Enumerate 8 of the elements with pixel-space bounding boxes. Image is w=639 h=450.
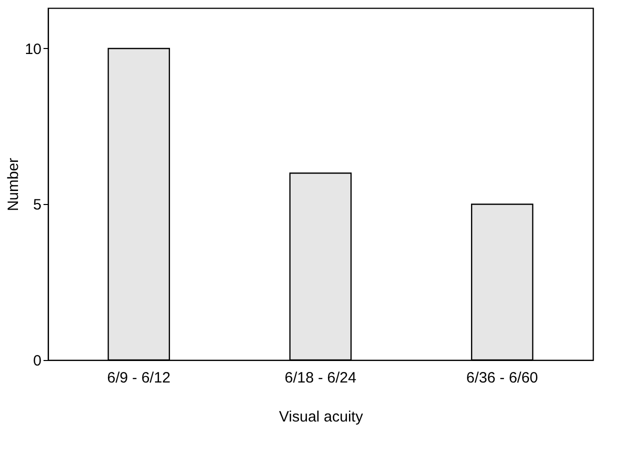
x-axis-title: Visual acuity bbox=[279, 408, 364, 426]
y-tick-label: 5 bbox=[33, 196, 42, 214]
x-tick-label: 6/18 - 6/24 bbox=[284, 370, 356, 386]
x-tick-label: 6/9 - 6/12 bbox=[107, 370, 171, 386]
y-axis-title: Number bbox=[4, 158, 22, 212]
x-tick-label: 6/36 - 6/60 bbox=[466, 370, 538, 386]
y-tick-label: 10 bbox=[24, 40, 42, 58]
y-tick-label: 0 bbox=[33, 352, 42, 370]
